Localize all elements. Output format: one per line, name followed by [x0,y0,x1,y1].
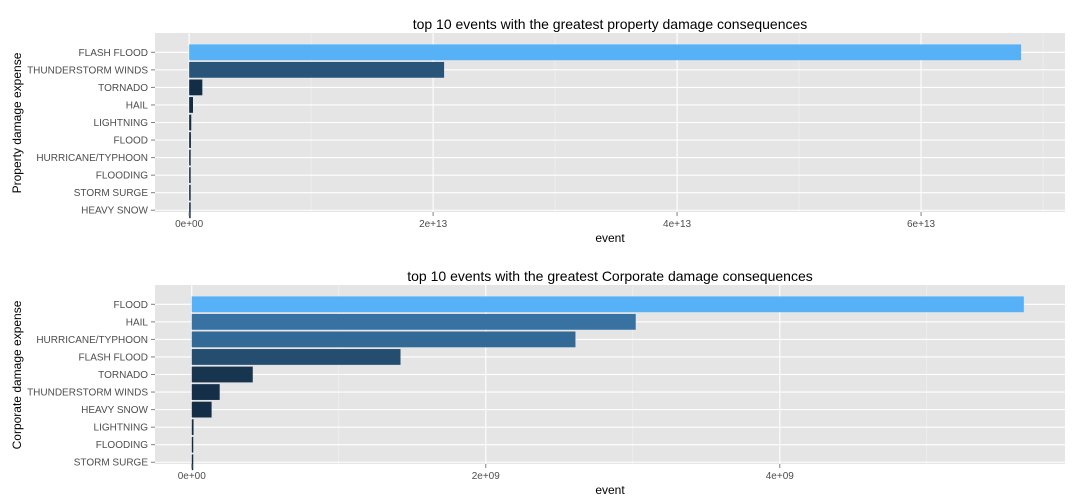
property-chart-title: top 10 events with the greatest property… [413,16,808,32]
property-category-label: STORM SURGE [74,188,149,199]
corporate-chart-title: top 10 events with the greatest Corporat… [407,268,812,284]
property-category-label: TORNADO [98,83,148,94]
property-bar [189,132,191,148]
corporate-bar [191,331,576,348]
corporate-bar [191,401,212,418]
property-bar [189,184,191,201]
corporate-category-label: FLOOD [114,300,148,311]
property-x-tick-label: 2e+13 [419,219,448,230]
corporate-category-label: STORM SURGE [74,458,149,469]
property-bar [189,202,191,219]
property-bar [189,79,203,96]
property-category-label: FLOODING [96,171,148,182]
corporate-bar [191,349,401,365]
corporate-x-tick-label: 4e+09 [766,471,795,482]
property-category-label: HAIL [126,100,149,111]
corporate-category-label: TORNADO [98,370,148,381]
property-category-label: FLOOD [114,136,148,147]
corporate-x-tick-label: 0e+00 [178,471,207,482]
corporate-bar [191,436,194,453]
corporate-category-label: HURRICANE/TYPHOON [36,335,148,346]
corporate-chart-y-axis-title: Corporate damage expense [10,300,24,449]
corporate-category-label: FLOODING [96,440,148,451]
property-x-tick-label: 0e+00 [175,219,204,230]
property-category-label: HURRICANE/TYPHOON [36,153,148,164]
property-bar [189,61,445,78]
property-bar [189,114,192,131]
corporate-bar [191,366,253,383]
property-category-label: HEAVY SNOW [81,206,148,217]
property-damage-chart: top 10 events with the greatest property… [10,16,1065,245]
property-category-label: THUNDERSTORM WINDS [27,65,148,76]
corporate-category-label: FLASH FLOOD [79,352,148,363]
property-bar [189,167,191,184]
corporate-category-label: LIGHTNING [94,423,149,434]
property-category-label: FLASH FLOOD [79,48,148,59]
corporate-bar [191,296,1024,313]
corporate-category-label: THUNDERSTORM WINDS [27,388,148,399]
corporate-category-label: HAIL [126,317,149,328]
corporate-category-label: HEAVY SNOW [81,405,148,416]
corporate-bar [191,419,194,436]
property-bar [189,97,193,113]
property-x-tick-label: 4e+13 [663,219,692,230]
property-x-tick-label: 6e+13 [907,219,936,230]
corporate-bar [191,313,636,330]
corporate-chart-x-axis-title: event [595,483,625,497]
property-category-label: LIGHTNING [94,118,149,129]
property-bar [189,44,1022,61]
corporate-bar [191,384,220,400]
property-chart-x-axis-title: event [595,231,625,245]
corporate-x-tick-label: 2e+09 [472,471,501,482]
corporate-bar [191,454,194,471]
property-bar [189,149,191,166]
property-chart-y-axis-title: Property damage expense [10,52,24,193]
corporate-damage-chart: top 10 events with the greatest Corporat… [10,268,1065,497]
